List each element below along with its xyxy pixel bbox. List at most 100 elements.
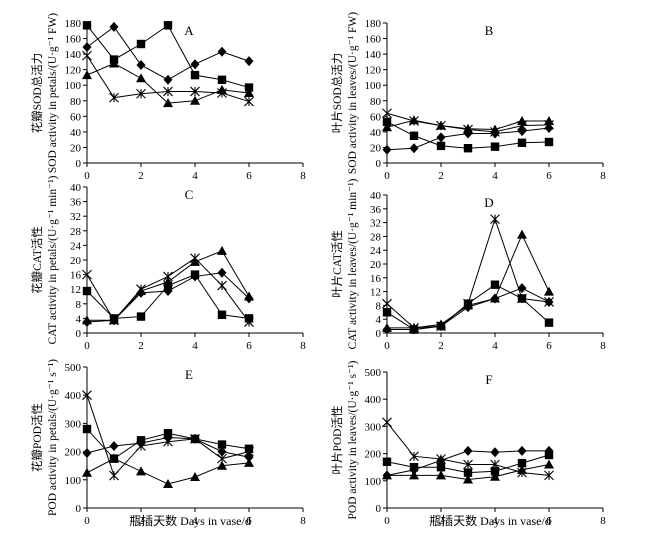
x-tick-label-F: 6 [546,515,552,527]
data-point-A-square [244,83,254,92]
y-tick-label-A: 20 [70,142,82,154]
data-point-F-diamond [544,445,554,456]
data-point-A-square [190,70,200,80]
panel-letter-D: D [484,195,493,210]
data-point-F-triangle [463,474,473,484]
data-point-E-square [217,440,227,449]
x-tick-label-F: 0 [384,515,390,527]
data-point-E-triangle [136,466,146,476]
y-tick-label-A: 40 [70,127,82,139]
panel-letter-E: E [185,367,193,382]
x-tick-label-A: 2 [138,170,144,182]
y-tick-label-B: 120 [365,65,382,77]
y-tick-label-A: 0 [76,158,82,170]
data-point-C-star [109,315,119,326]
x-tick-label-E: 4 [192,515,198,527]
data-point-A-diamond [163,74,173,85]
data-point-C-star [244,317,254,327]
data-point-D-star [382,298,392,309]
data-point-A-triangle [136,73,146,83]
data-point-E-diamond [217,446,227,457]
y-tick-label-D: 28 [370,231,382,243]
data-point-C-star [163,271,173,282]
x-tick-label-F: 8 [600,515,606,527]
x-axis-label-right: 瓶插天数 Days in vase/d [429,513,551,528]
data-point-F-star [517,467,527,478]
x-tick-label-D: 0 [384,340,390,352]
x-tick-label-A: 8 [300,170,306,182]
data-point-B-square [382,117,392,126]
y-tick-label-D: 32 [370,218,381,230]
x-tick-label-C: 6 [246,340,252,352]
y-tick-label-A: 100 [65,80,82,92]
x-tick-label-A: 4 [192,170,198,182]
data-point-A-diamond [244,56,254,67]
x-tick-label-D: 8 [600,340,606,352]
data-point-F-star [544,470,554,481]
data-point-A-square [82,21,92,30]
data-point-F-square [382,457,392,466]
data-point-B-diamond [382,144,392,155]
data-point-C-star [136,284,146,295]
data-point-D-square [490,280,500,289]
panel-letter-A: A [184,23,194,38]
data-point-E-star [190,434,200,444]
data-point-D-star [463,298,473,309]
data-point-E-diamond [82,448,92,459]
data-point-E-star [82,390,92,401]
data-point-C-diamond [163,286,173,297]
data-point-A-diamond [136,60,146,70]
y-tick-label-C: 0 [76,328,82,340]
data-point-C-triangle [217,245,227,255]
data-point-B-square [517,138,527,147]
y-tick-label-D: 36 [370,204,382,216]
y-tick-label-A: 80 [70,96,82,108]
y-tick-label-E: 300 [65,418,82,430]
y-axis-label-cn-B: 叶片SOD总活力 [330,53,344,134]
data-point-E-diamond [244,452,254,463]
x-tick-label-B: 6 [546,170,552,182]
data-point-F-triangle [436,470,446,480]
y-tick-label-E: 100 [65,475,82,487]
y-tick-label-C: 20 [70,255,82,267]
y-tick-label-F: 400 [365,394,382,406]
data-point-C-square [82,286,92,296]
x-tick-label-E: 6 [246,515,252,527]
y-tick-label-B: 140 [365,49,382,61]
data-point-A-triangle [82,70,92,80]
y-tick-label-D: 8 [376,300,382,312]
data-point-A-triangle [109,58,119,68]
panel-letter-C: C [185,187,194,202]
x-tick-label-C: 2 [138,340,144,352]
data-point-A-square [217,75,227,84]
data-point-F-square [490,467,500,476]
data-point-D-star [490,214,500,225]
data-point-D-triangle [517,229,527,239]
data-point-A-triangle [244,88,254,97]
series-line-D-triangle [387,233,550,329]
y-tick-label-A: 160 [65,34,82,46]
data-point-E-star [163,436,173,447]
data-point-B-diamond [436,132,446,143]
y-tick-label-B: 180 [365,18,382,30]
x-tick-label-F: 4 [492,515,498,527]
x-tick-label-E: 0 [84,515,90,527]
y-tick-label-C: 36 [70,197,82,209]
data-point-E-triangle [190,471,200,481]
data-point-D-square [382,308,392,317]
data-point-C-triangle [244,291,254,301]
data-point-E-triangle [244,457,254,467]
data-point-D-star [436,321,446,331]
data-point-F-star [409,451,419,462]
data-point-C-star [190,253,200,264]
y-tick-label-B: 40 [370,127,382,139]
y-axis-label-en-B: SOD activity in leaves/(U·g⁻¹ FW) [347,12,359,174]
x-tick-label-A: 0 [84,170,90,182]
data-point-C-square [136,312,146,321]
data-point-A-diamond [217,46,227,57]
data-point-E-star [217,453,227,464]
x-tick-label-B: 2 [438,170,444,182]
data-point-B-star [517,120,527,131]
